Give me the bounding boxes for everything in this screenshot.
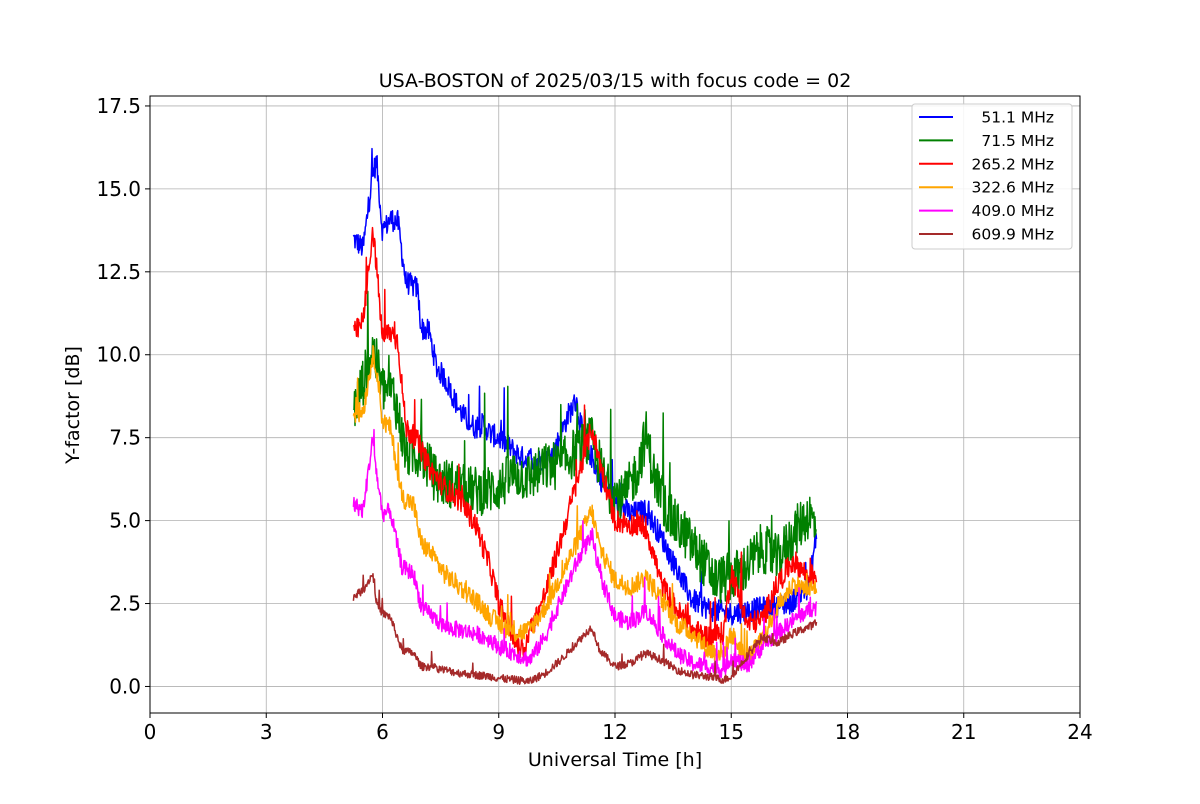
y-tick-label: 10.0: [96, 343, 141, 367]
x-tick-label: 15: [719, 720, 744, 744]
y-tick-label: 15.0: [96, 177, 141, 201]
x-axis-label: Universal Time [h]: [528, 749, 702, 771]
y-axis-label: Y-factor [dB]: [62, 346, 84, 465]
x-tick-label: 6: [376, 720, 389, 744]
x-axis-ticks: 0 3 6 9 12 15 18 21 24: [144, 713, 1093, 744]
x-tick-label: 21: [951, 720, 976, 744]
series-lines: [352, 147, 818, 686]
legend-label: 322.6 MHz: [972, 179, 1054, 197]
chart-title: USA-BOSTON of 2025/03/15 with focus code…: [379, 70, 852, 92]
y-tick-label: 2.5: [109, 592, 141, 616]
series-line: [352, 226, 818, 659]
x-tick-label: 9: [492, 720, 505, 744]
x-tick-label: 3: [260, 720, 273, 744]
legend-label: 265.2 MHz: [972, 155, 1054, 173]
x-tick-label: 18: [835, 720, 860, 744]
x-tick-label: 12: [602, 720, 627, 744]
x-tick-label: 0: [144, 720, 157, 744]
y-tick-label: 5.0: [109, 509, 141, 533]
legend-label: 609.9 MHz: [972, 226, 1054, 244]
legend: 51.1 MHz 71.5 MHz 265.2 MHz 322.6 MHz 409.0 …: [911, 103, 1073, 250]
legend-label: 71.5 MHz: [981, 132, 1054, 150]
x-tick-label: 24: [1067, 720, 1092, 744]
y-tick-label: 7.5: [109, 426, 141, 450]
series-line: [352, 573, 818, 686]
legend-label: 409.0 MHz: [972, 202, 1054, 220]
y-tick-label: 17.5: [96, 94, 141, 118]
y-axis-ticks: 0.0 2.5 5.0 7.5 10.0 12.5 15.0 17.5: [96, 94, 150, 698]
legend-label: 51.1 MHz: [981, 109, 1054, 127]
y-tick-label: 12.5: [96, 260, 141, 284]
y-tick-label: 0.0: [109, 674, 141, 698]
